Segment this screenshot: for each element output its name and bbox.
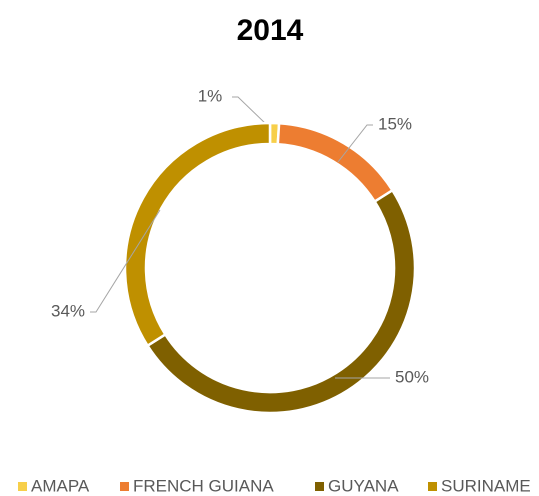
leader-line (232, 96, 269, 127)
legend-swatch (18, 482, 27, 491)
donut-segment (145, 188, 417, 415)
data-label: 50% (395, 367, 429, 386)
legend-swatch (428, 482, 437, 491)
legend-label: FRENCH GUIANA (133, 476, 274, 495)
legend-swatch (315, 482, 324, 491)
legend-swatch (120, 482, 129, 491)
leader-line (337, 124, 373, 163)
donut-segment (123, 121, 272, 348)
data-label: 34% (51, 301, 85, 320)
data-label: 1% (198, 86, 223, 105)
chart-title: 2014 (237, 14, 304, 47)
leader-line (90, 209, 161, 313)
legend-label: GUYANA (328, 476, 399, 495)
data-label: 15% (378, 114, 412, 133)
legend-label: SURINAME (441, 476, 531, 495)
donut-segment (276, 121, 395, 204)
legend-label: AMAPA (31, 476, 90, 495)
